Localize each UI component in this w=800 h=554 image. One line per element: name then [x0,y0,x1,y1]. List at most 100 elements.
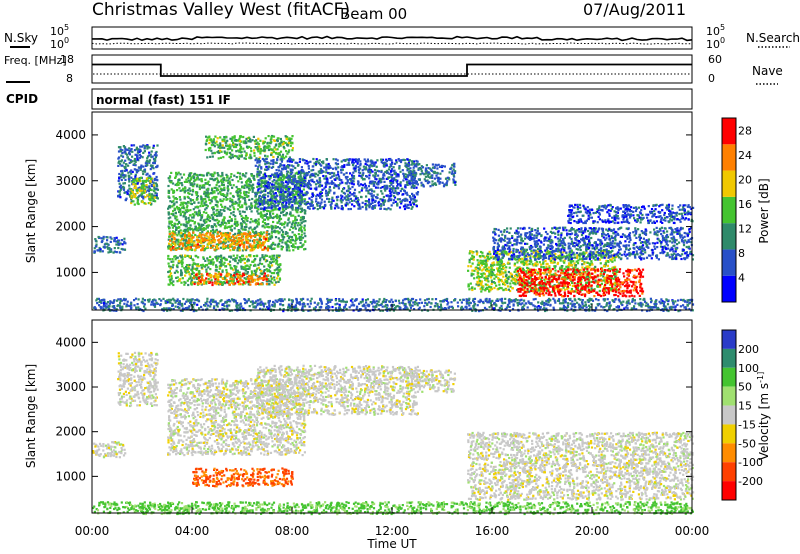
power-cell-724 [236,247,239,250]
power-cell-4913 [436,180,440,183]
power-cell-3034 [221,281,224,284]
power-cell-3448 [245,152,248,155]
power-cell-2710 [228,273,231,276]
power-cell-4396 [385,164,388,167]
power-cell-3833 [392,185,395,188]
power-cell-1572 [213,223,216,227]
power-cell-357 [130,161,133,164]
power-cell-311 [153,154,156,157]
power-cell-828 [257,199,260,203]
power-cell-452 [133,203,136,206]
power-cell-1803 [197,211,201,214]
power-cell-2327 [217,234,220,237]
power-cell-3373 [290,137,293,140]
power-cell-2103 [202,219,205,222]
power-cell-3471 [276,140,279,143]
power-cell-4937 [453,181,457,184]
power-cell-4349 [349,207,352,211]
power-cell-4378 [360,189,363,192]
power-cell-4003 [406,158,409,161]
power-cell-1187 [223,188,226,191]
power-cell-4517 [262,208,266,211]
power-cell-3447 [264,137,267,140]
power-cell-309 [128,161,131,164]
power-cell-3032 [258,275,261,278]
power-cell-536 [227,179,230,182]
power-cell-438 [130,196,133,199]
power-cell-3111 [207,274,210,277]
power-cell-3118 [196,282,199,285]
power-cell-1710 [283,221,287,224]
power-cell-4134 [365,175,368,178]
power-cell-3233 [242,135,245,139]
power-cell-1535 [294,227,297,230]
power-cell-1999 [218,223,221,226]
power-cell-2858 [269,280,272,283]
power-cell-2054 [289,239,292,242]
power-cell-635 [299,238,302,241]
power-cell-1998 [185,206,189,209]
power-cell-2509 [172,283,175,287]
power-cell-537 [223,241,226,244]
power-cell-2122 [285,231,288,234]
power-cell-821 [257,218,260,221]
power-cell-1407 [179,212,182,215]
beam-label: Beam 00 [340,5,407,23]
power-cell-4772 [436,167,439,170]
power-cell-1122 [208,192,211,195]
power-cell-2152 [283,177,286,180]
power-cell-3766 [319,195,322,198]
power-cell-4879 [410,163,413,166]
power-cell-1610 [206,217,209,221]
power-cell-2048 [237,229,240,233]
power-cell-4325 [387,207,390,210]
power-cell-2770 [217,273,220,276]
power-cell-2887 [185,271,188,274]
power-cell-754 [253,178,256,181]
power-cell-232 [119,188,122,191]
power-cell-654 [276,244,280,247]
power-cell-1154 [215,243,218,246]
power-cell-2219 [253,201,257,204]
power-cell-4482 [324,192,328,195]
power-cell-2690 [259,268,262,271]
power-cell-3792 [269,193,273,196]
power-cell-1976 [228,183,231,186]
power-cell-2738 [172,280,175,283]
power-cell-4598 [382,195,385,199]
power-cell-2060 [277,215,280,218]
power-cell-4224 [378,170,381,173]
power-cell-54 [121,248,125,251]
power-cell-2925 [220,264,223,267]
power-cell-1901 [263,213,266,217]
power-cell-530 [142,191,145,194]
power-cell-1224 [226,176,229,179]
power-cell-1431 [261,203,264,206]
power-cell-1924 [193,228,196,231]
power-cell-1937 [281,204,284,207]
power-cell-2292 [251,246,254,249]
power-cell-1001 [290,225,293,228]
power-cell-4923 [451,170,454,173]
power-cell-3218 [238,150,241,153]
power-cell-2731 [271,264,274,267]
power-cell-4227 [340,194,343,197]
power-cell-3307 [228,146,231,149]
power-cell-2447 [264,246,267,249]
power-cell-4114 [311,200,314,203]
power-cell-2640 [278,270,281,273]
power-cell-3146 [249,277,252,280]
power-cell-4477 [315,195,318,198]
power-cell-4492 [332,167,335,170]
power-cell-4403 [366,158,369,161]
power-cell-1851 [276,208,279,211]
power-cell-1583 [216,218,219,221]
power-cell-230 [118,185,121,189]
power-cell-4287 [361,201,364,204]
power-cell-1398 [290,245,293,248]
power-cell-843 [257,191,261,194]
power-cell-4324 [358,191,361,194]
power-cell-2983 [180,256,183,259]
power-cell-598 [182,239,185,242]
power-cell-2705 [271,281,274,284]
